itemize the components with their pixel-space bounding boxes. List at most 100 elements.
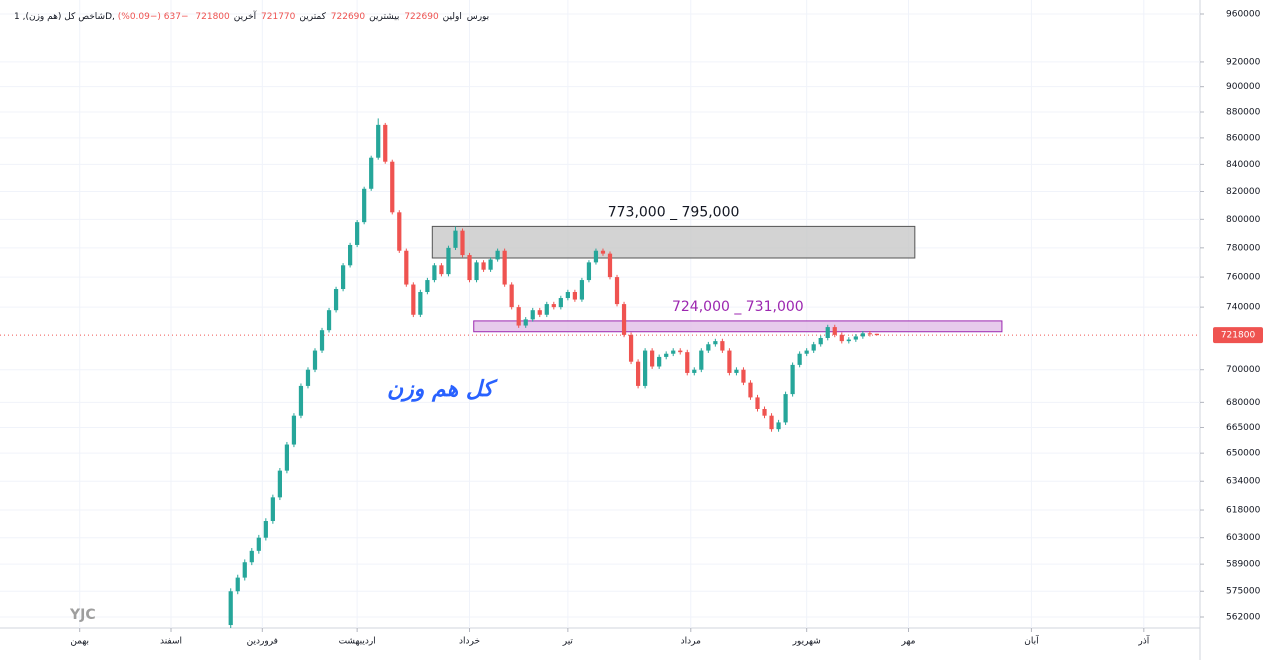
candle-body — [643, 350, 648, 386]
candle-body — [860, 333, 865, 337]
candle-body — [593, 250, 599, 263]
candle-body — [790, 364, 795, 395]
x-tick-label: فروردین — [247, 637, 278, 647]
zones: 773,000 _ 795,000 724,000 _ 731,000 — [431, 204, 1003, 333]
last-price-label: 721800 — [1221, 331, 1256, 341]
y-tick-label: 618000 — [1226, 506, 1261, 516]
candle-body — [811, 344, 816, 351]
ohlc-label: بیشترین — [369, 12, 400, 22]
x-tick-label: خرداد — [459, 637, 480, 647]
y-tick-label: 589000 — [1226, 560, 1261, 570]
candle-body — [565, 292, 570, 299]
candle-body — [235, 577, 240, 592]
candle-body — [516, 307, 521, 326]
candle-body — [621, 304, 627, 335]
candle-body — [228, 591, 233, 626]
zone-label: 724,000 _ 731,000 — [672, 299, 804, 315]
y-tick-label: 960000 — [1226, 10, 1261, 20]
candle-body — [453, 230, 458, 248]
candle-body — [362, 188, 367, 223]
candle-body — [614, 277, 620, 305]
candle-body — [635, 361, 641, 386]
y-tick-label: 562000 — [1226, 613, 1261, 623]
candle-body — [846, 339, 851, 342]
candle-body — [797, 353, 802, 365]
candle-body — [270, 497, 275, 522]
candle-body — [355, 222, 360, 245]
ohlc-label: اولین — [442, 12, 462, 22]
ohlc-value: 721800 — [195, 12, 230, 22]
ohlc-label: کمترین — [299, 12, 326, 22]
change: −637 (−0.09%) — [117, 12, 189, 22]
candle-body — [579, 280, 585, 300]
candle-body — [481, 262, 486, 270]
candle-body — [685, 352, 690, 373]
candle-body — [340, 265, 346, 290]
x-tick-label: اردیبهشت — [339, 637, 376, 647]
candle-body — [530, 310, 535, 320]
candle-body — [263, 521, 268, 538]
candle-body — [432, 265, 437, 281]
zone-label: 773,000 _ 795,000 — [608, 204, 740, 220]
candle-body — [558, 298, 563, 308]
x-tick-label: شهریور — [792, 637, 821, 647]
candle-body — [650, 350, 655, 367]
x-tick-label: تیر — [562, 637, 574, 647]
candle-body — [776, 422, 781, 430]
candle-body — [783, 394, 788, 423]
candle-body — [551, 304, 556, 308]
y-tick-label: 800000 — [1226, 215, 1261, 225]
x-tick-label: آذر — [1137, 635, 1149, 647]
grid — [0, 0, 1200, 628]
candle-body — [383, 124, 388, 162]
candle-body — [832, 327, 837, 335]
candle-body — [657, 356, 662, 367]
candle-body — [305, 369, 311, 386]
candle-body — [488, 259, 493, 270]
candle-body — [509, 284, 514, 308]
candle-body — [348, 244, 353, 266]
candle-body — [390, 161, 395, 213]
y-tick-label: 603000 — [1226, 533, 1261, 543]
candle-body — [523, 319, 528, 326]
candle-body — [874, 333, 880, 336]
candle-body — [312, 350, 318, 370]
y-tick-label: 780000 — [1226, 243, 1261, 253]
y-tick-label: 760000 — [1226, 273, 1261, 283]
x-tick-label: بهمن — [70, 637, 89, 647]
candle-body — [867, 333, 872, 335]
legend-header: شاخص کل (هم وزن), 1D, بورس اولین722690 ب… — [14, 12, 491, 22]
y-tick-label: 650000 — [1226, 449, 1261, 459]
x-tick-label: مهر — [901, 637, 916, 647]
candle-body — [600, 250, 606, 254]
y-tick-label: 680000 — [1226, 398, 1261, 408]
candle-body — [762, 409, 767, 416]
candle-body — [664, 353, 669, 357]
candle-body — [678, 350, 683, 353]
candle-body — [376, 124, 381, 158]
candle-body — [446, 247, 451, 275]
candle-body — [404, 250, 409, 285]
candle-body — [586, 262, 592, 281]
ohlc-label: آخرین — [233, 12, 257, 22]
candle-body — [741, 369, 746, 383]
candle-body — [755, 397, 760, 410]
candle-body — [804, 350, 809, 354]
candle-body — [284, 444, 290, 471]
x-tick-label: آبان — [1024, 635, 1039, 647]
y-tick-label: 740000 — [1226, 303, 1261, 313]
y-tick-label: 880000 — [1226, 107, 1261, 117]
candle-body — [319, 330, 325, 351]
ohlc-value: 722690 — [330, 12, 366, 22]
candle-body — [537, 310, 542, 315]
candle-body — [734, 369, 739, 373]
candle-body — [467, 255, 472, 281]
candle-body — [298, 385, 304, 416]
ohlc-value: 722690 — [404, 12, 439, 22]
candle-body — [720, 341, 725, 351]
candle-body — [249, 550, 254, 563]
candle-body — [699, 350, 704, 370]
y-tick-label: 665000 — [1226, 423, 1261, 433]
